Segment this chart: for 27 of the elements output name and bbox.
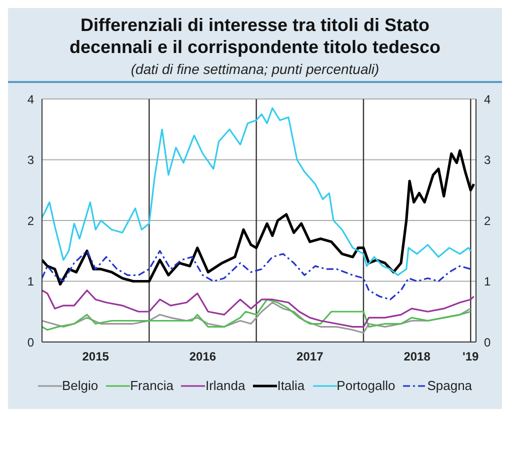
y2-tick-label: 1 bbox=[484, 274, 491, 289]
y-tick-label: 3 bbox=[27, 153, 34, 168]
line-series bbox=[42, 250, 472, 300]
legend-label: Italia bbox=[277, 378, 305, 393]
y2-tick-label: 2 bbox=[484, 214, 491, 228]
y-tick-label: 4 bbox=[27, 92, 34, 106]
x-tick-label: '19 bbox=[462, 350, 480, 364]
line-series bbox=[42, 290, 475, 328]
y2-tick-label: 3 bbox=[484, 153, 491, 168]
line-series bbox=[42, 149, 476, 286]
chart-subtitle: (dati di fine settimana; punti percentuali) bbox=[130, 61, 380, 77]
legend-label: Portogallo bbox=[336, 378, 396, 393]
x-tick-label: 2018 bbox=[404, 350, 431, 364]
x-tick-label: 2016 bbox=[189, 350, 216, 364]
line-series bbox=[42, 107, 472, 276]
x-tick-label: 2017 bbox=[296, 350, 324, 364]
y-tick-label: 2 bbox=[27, 214, 34, 228]
chart-title: Differenziali di interesse tra titoli di Stato decennali e il corrispondente titolo tedesco bbox=[68, 14, 442, 58]
legend-label: Spagna bbox=[427, 378, 472, 393]
y-tick-label: 0 bbox=[27, 335, 34, 350]
y-tick-label: 1 bbox=[27, 274, 34, 289]
legend-label: Irlanda bbox=[205, 378, 246, 393]
y2-tick-label: 4 bbox=[484, 92, 491, 106]
legend-label: Francia bbox=[130, 378, 174, 393]
legend-label: Belgio bbox=[62, 378, 98, 393]
x-tick-label: 2015 bbox=[82, 350, 110, 364]
y2-tick-label: 0 bbox=[484, 335, 491, 350]
